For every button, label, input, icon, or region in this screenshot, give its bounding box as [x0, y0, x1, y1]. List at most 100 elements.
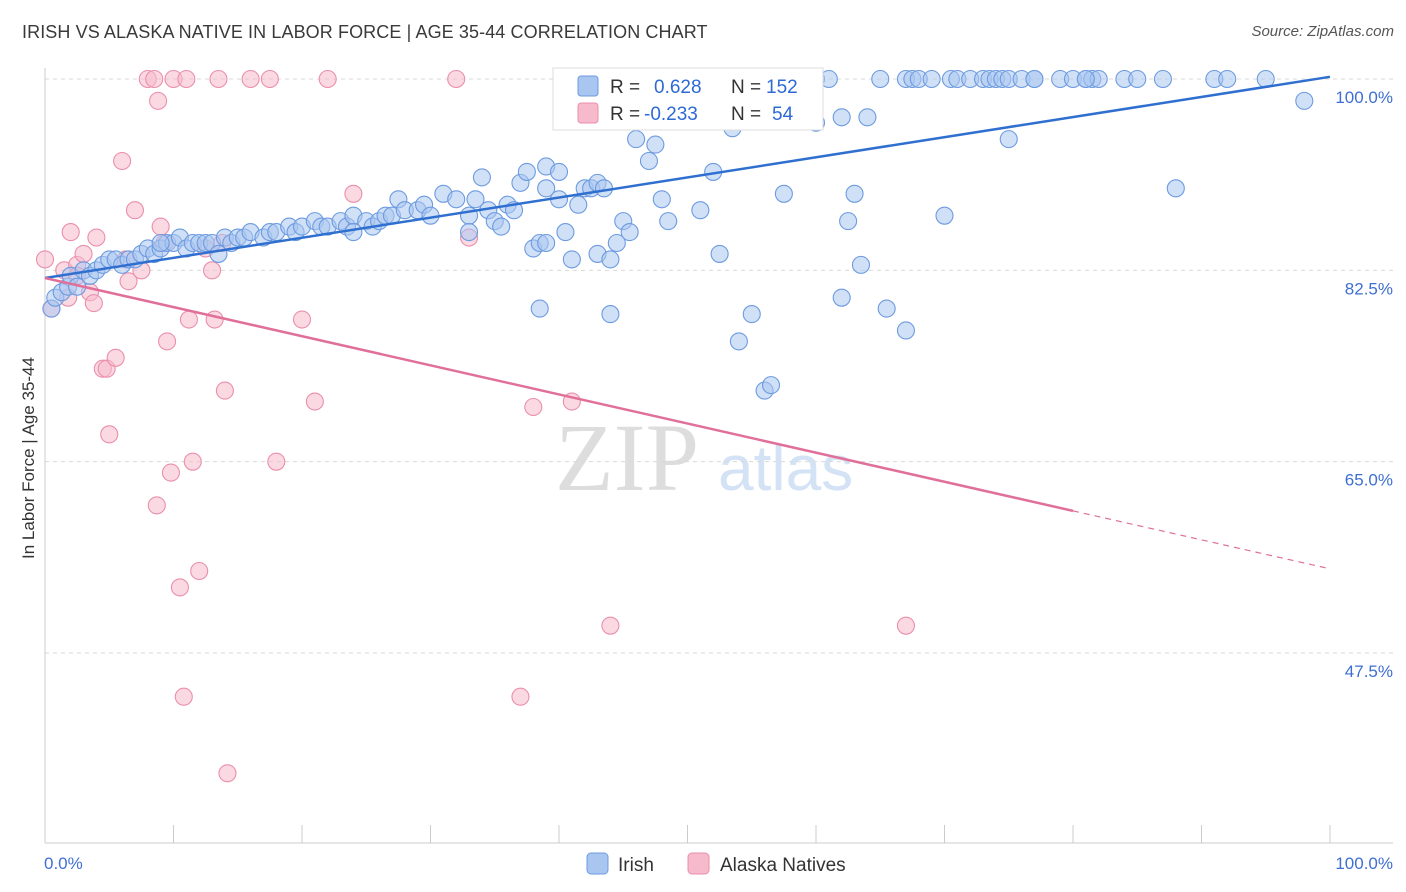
irish-point-88: [646, 135, 665, 154]
alaska-point-14: [106, 348, 125, 367]
alaska-point-43: [260, 69, 279, 89]
alaska-point-52: [524, 397, 543, 417]
irish-point-144: [1166, 179, 1185, 198]
irish-point-116: [877, 299, 896, 318]
legend-alaska-r-value: -0.233: [644, 104, 698, 125]
irish-point-155: [151, 233, 170, 253]
alaska-trend-line: [44, 276, 1074, 513]
bottom-legend-alaska-swatch: [687, 852, 710, 875]
legend-alaska-r-label: R =: [610, 104, 640, 125]
alaska-point-32: [179, 310, 198, 329]
irish-point-115: [871, 69, 890, 89]
irish-point-110: [839, 212, 858, 231]
legend-alaska-n-value: 54: [772, 104, 794, 125]
alaska-point-10: [87, 228, 106, 247]
bottom-legend: Irish Alaska Natives: [586, 852, 846, 876]
chart-title: IRISH VS ALASKA NATIVE IN LABOR FORCE | …: [22, 22, 708, 42]
irish-point-140: [999, 130, 1018, 149]
legend-irish-swatch: [577, 75, 599, 97]
irish-point-133: [1025, 69, 1044, 89]
irish-point-72: [549, 162, 569, 181]
alaska-point-29: [170, 578, 189, 597]
irish-point-55: [447, 190, 466, 209]
alaska-point-54: [601, 616, 620, 635]
irish-point-122: [935, 206, 954, 225]
legend: R = 0.628 N = 152 R = -0.233 N = 54: [552, 67, 824, 131]
y-tick-label-3: 100.0%: [1335, 88, 1393, 107]
axes: [44, 68, 1393, 844]
irish-point-113: [851, 255, 871, 274]
irish-point-143: [1153, 69, 1172, 89]
irish-point-74: [562, 250, 581, 269]
x-tick-label-min: 0.0%: [44, 854, 83, 873]
irish-point-111: [832, 288, 851, 307]
irish-point-61: [492, 217, 511, 236]
irish-point-58: [472, 168, 491, 187]
irish-point-84: [620, 223, 639, 242]
irish-point-68: [530, 299, 549, 318]
irish-point-152: [459, 223, 479, 242]
alaska-point-30: [174, 687, 193, 706]
alaska-point-24: [151, 217, 170, 236]
alaska-point-41: [218, 764, 237, 783]
alaska-point-23: [149, 91, 168, 110]
watermark-atlas: atlas: [718, 432, 853, 504]
irish-point-100: [742, 305, 761, 324]
irish-point-87: [639, 151, 659, 171]
irish-point-148: [1295, 91, 1314, 110]
alaska-trend-line-extension: [1072, 510, 1331, 570]
legend-alaska-n-label: N =: [731, 104, 761, 125]
irish-point-141: [1076, 69, 1095, 89]
alaska-point-34: [190, 561, 209, 581]
alaska-point-27: [161, 463, 180, 482]
alaska-point-51: [511, 687, 530, 706]
bottom-legend-irish-swatch: [586, 852, 609, 875]
legend-alaska-swatch: [577, 102, 599, 124]
alaska-point-46: [305, 392, 324, 411]
irish-point-114: [858, 108, 877, 127]
legend-irish-r-label: R =: [610, 77, 640, 98]
trend-lines: [44, 75, 1331, 570]
irish-trend-line: [44, 75, 1331, 280]
irish-point-82: [607, 233, 626, 253]
chart-source: Source: ZipAtlas.com: [1251, 23, 1394, 40]
irish-point-112: [845, 184, 864, 203]
irish-point-65: [517, 162, 536, 181]
irish-point-109: [832, 108, 851, 127]
irish-point-121: [922, 69, 941, 89]
irish-point-57: [466, 190, 485, 209]
irish-point-81: [601, 305, 620, 324]
irish-point-154: [209, 244, 228, 263]
legend-irish-n-value: 152: [766, 77, 798, 98]
legend-irish-r-value: 0.628: [654, 77, 702, 98]
alaska-point-45: [292, 310, 312, 329]
y-tick-labels: 47.5% 65.0% 82.5% 100.0%: [1335, 88, 1393, 681]
alaska-point-17: [119, 272, 138, 291]
bottom-legend-alaska-label: Alaska Natives: [720, 855, 846, 876]
irish-point-70: [537, 179, 556, 198]
alaska-point-38: [209, 69, 228, 89]
irish-point-89: [652, 190, 671, 209]
irish-point-146: [1218, 69, 1237, 89]
irish-point-153: [344, 223, 363, 242]
alaska-point-36: [203, 261, 222, 280]
y-tick-label-2: 82.5%: [1345, 279, 1393, 298]
irish-point-85: [627, 130, 646, 149]
y-tick-label-1: 65.0%: [1345, 471, 1393, 490]
alaska-point-33: [183, 452, 202, 471]
x-tick-label-max: 100.0%: [1335, 854, 1393, 873]
alaska-point-49: [447, 69, 466, 89]
y-tick-label-0: 47.5%: [1345, 662, 1393, 681]
alaska-point-55: [896, 616, 916, 635]
irish-point-94: [691, 201, 710, 220]
bottom-legend-irish-label: Irish: [618, 855, 654, 876]
alaska-point-15: [113, 151, 132, 171]
alaska-point-9: [84, 294, 103, 313]
alaska-point-44: [267, 452, 286, 471]
alaska-point-37: [205, 310, 224, 329]
legend-irish-n-label: N =: [731, 77, 761, 98]
alaska-point-31: [177, 69, 196, 89]
alaska-point-0: [35, 250, 55, 269]
irish-point-104: [774, 184, 793, 203]
